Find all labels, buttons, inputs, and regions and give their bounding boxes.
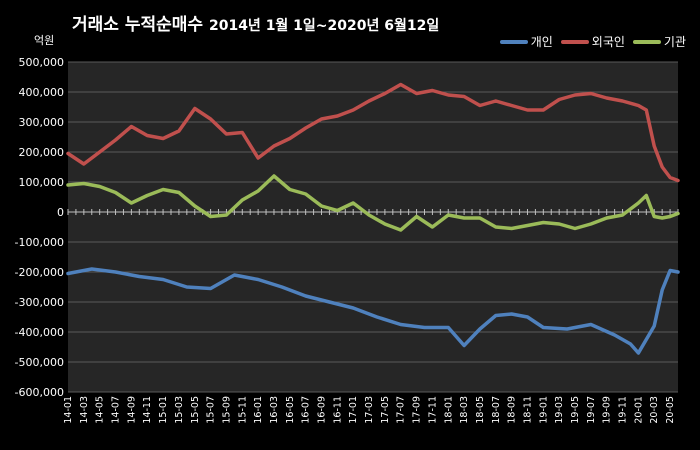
x-tick-label: 14-01 — [63, 396, 74, 424]
x-tick-label: 14-09 — [126, 396, 137, 424]
legend-item-1: 개인 — [499, 33, 553, 50]
x-tick-label: 17-09 — [412, 396, 423, 424]
chart-title-main: 거래소 누적순매수 — [72, 15, 204, 35]
x-tick-label: 15-03 — [174, 396, 185, 424]
y-tick-label: -600,000 — [15, 386, 64, 399]
y-tick-label: -200,000 — [15, 266, 64, 279]
x-tick-label: 18-07 — [491, 396, 502, 424]
series-line-3 — [66, 174, 680, 232]
y-tick-label: 400,000 — [19, 86, 65, 99]
x-tick-label: 16-03 — [269, 396, 280, 424]
y-tick-label: 100,000 — [19, 176, 65, 189]
x-tick-label: 16-11 — [332, 396, 343, 424]
series-line-1 — [66, 267, 680, 355]
x-tick-label: 19-01 — [538, 396, 549, 424]
x-tick-label: 18-01 — [443, 396, 454, 424]
legend-label: 외국인 — [591, 35, 625, 49]
legend-label: 개인 — [530, 35, 553, 49]
x-tick-label: 17-11 — [427, 396, 438, 424]
legend-label: 기관 — [663, 35, 686, 49]
x-tick-label: 19-07 — [586, 396, 597, 424]
y-unit-label: 억원 — [34, 34, 55, 47]
x-tick-label: 18-09 — [507, 396, 518, 424]
y-tick-label: 300,000 — [19, 116, 65, 129]
y-tick-label: 500,000 — [19, 56, 65, 69]
x-tick-label: 16-01 — [253, 396, 264, 424]
x-tick-label: 20-05 — [665, 396, 676, 424]
chart-subtitle: 2014년 1월 1일~2020년 6월12일 — [208, 18, 440, 34]
x-tick-label: 16-07 — [301, 396, 312, 424]
x-tick-label: 15-05 — [190, 396, 201, 424]
x-tick-label: 15-01 — [158, 396, 169, 424]
x-tick-label: 20-03 — [649, 396, 660, 424]
y-tick-label: -400,000 — [15, 326, 64, 339]
x-tick-label: 14-03 — [79, 396, 90, 424]
x-tick-label: 15-11 — [237, 396, 248, 424]
y-tick-label: -100,000 — [15, 236, 64, 249]
legend-swatch — [499, 39, 528, 44]
legend-item-2: 외국인 — [560, 33, 625, 50]
x-tick-label: 17-07 — [396, 396, 407, 424]
x-tick-label: 16-05 — [285, 396, 296, 424]
x-tick-label: 17-05 — [380, 396, 391, 424]
x-tick-label: 19-11 — [618, 396, 629, 424]
y-tick-label: 0 — [57, 206, 64, 219]
series-line-2 — [66, 82, 680, 183]
x-tick-label: 19-03 — [554, 396, 565, 424]
legend-swatch — [560, 39, 589, 44]
x-tick-label: 14-05 — [95, 396, 106, 424]
x-tick-label: 15-09 — [221, 396, 232, 424]
legend-item-3: 기관 — [632, 33, 686, 50]
x-tick-label: 17-01 — [348, 396, 359, 424]
x-tick-label: 20-01 — [633, 396, 644, 424]
legend: 개인 외국인 기관 — [499, 33, 686, 50]
x-tick-label: 17-03 — [364, 396, 375, 424]
x-tick-label: 14-07 — [111, 396, 122, 424]
y-tick-label: 200,000 — [19, 146, 65, 159]
x-tick-label: 15-07 — [206, 396, 217, 424]
x-tick-label: 18-03 — [459, 396, 470, 424]
x-tick-label: 19-09 — [602, 396, 613, 424]
legend-swatch — [632, 39, 661, 44]
x-tick-label: 14-11 — [142, 396, 153, 424]
x-tick-label: 18-05 — [475, 396, 486, 424]
chart-title: 거래소 누적순매수 2014년 1월 1일~2020년 6월12일 — [72, 10, 439, 35]
x-tick-label: 19-05 — [570, 396, 581, 424]
y-tick-label: -500,000 — [15, 356, 64, 369]
y-tick-label: -300,000 — [15, 296, 64, 309]
x-tick-label: 16-09 — [317, 396, 328, 424]
x-tick-label: 18-11 — [522, 396, 533, 424]
